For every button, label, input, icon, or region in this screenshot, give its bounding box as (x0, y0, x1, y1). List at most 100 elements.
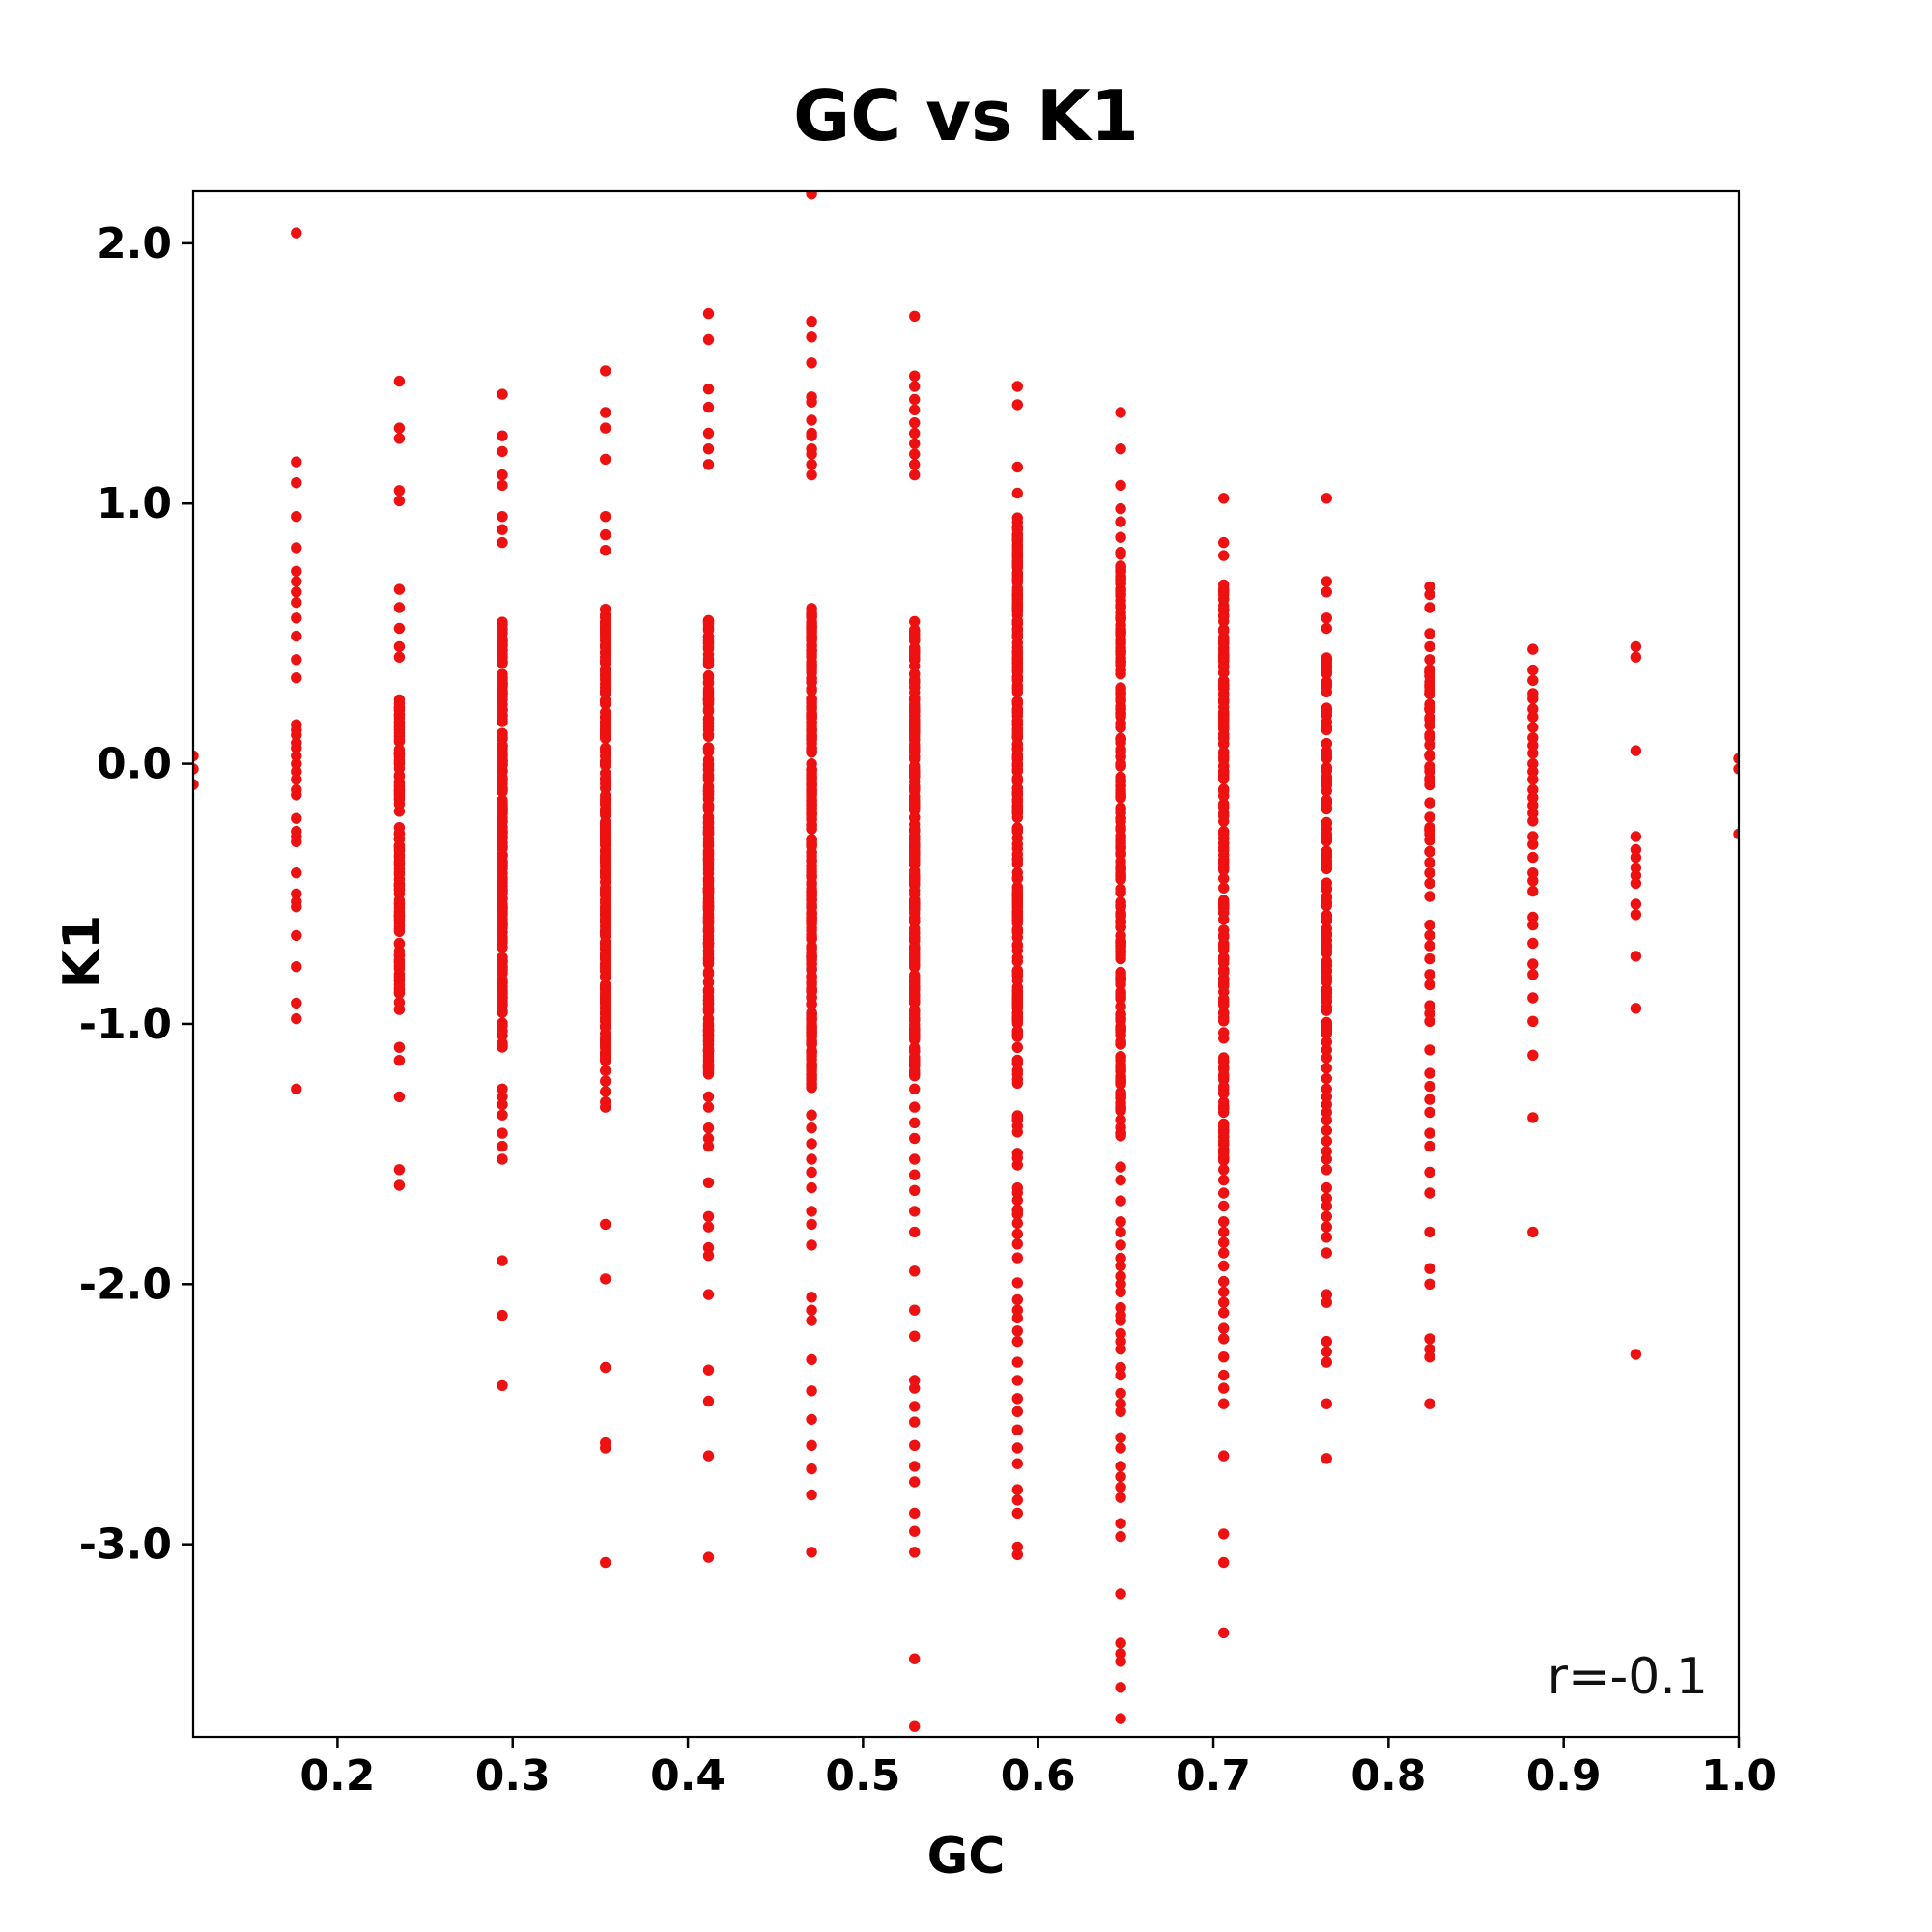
data-point (600, 1556, 611, 1569)
data-point (909, 427, 921, 440)
data-point (600, 884, 611, 895)
data-point (497, 811, 508, 824)
data-point (1321, 912, 1333, 923)
data-point (909, 1042, 921, 1054)
data-point (1115, 1174, 1126, 1186)
data-point (702, 1091, 715, 1103)
data-point (1321, 1232, 1333, 1243)
data-point (1011, 686, 1024, 697)
data-point (1115, 1315, 1126, 1326)
data-point (1115, 1461, 1126, 1472)
data-point (702, 1059, 715, 1071)
data-point (497, 616, 508, 628)
y-tick-label: -2.0 (79, 1260, 172, 1309)
data-point (909, 1375, 921, 1386)
data-point (1527, 732, 1539, 744)
data-point (1527, 791, 1539, 804)
data-point (1218, 1528, 1230, 1540)
data-point (1115, 1361, 1126, 1374)
data-point (702, 631, 715, 642)
data-point (1115, 1637, 1126, 1649)
data-point (1424, 1344, 1435, 1355)
data-point (1115, 546, 1126, 558)
data-point (1011, 1325, 1024, 1337)
data-point (1011, 931, 1024, 944)
data-point (393, 822, 406, 834)
data-point (909, 1101, 921, 1113)
data-point (1218, 1135, 1230, 1147)
data-point (393, 697, 406, 710)
data-point (1011, 1152, 1024, 1164)
data-point (1321, 1200, 1333, 1212)
data-point (1527, 885, 1539, 897)
data-point (909, 469, 921, 481)
data-point (291, 576, 302, 587)
data-point (1011, 1356, 1024, 1368)
data-point (1011, 825, 1024, 837)
data-point (1218, 1382, 1230, 1394)
y-tick-label: -1.0 (79, 1000, 172, 1049)
data-point (702, 977, 715, 989)
data-point (600, 962, 611, 975)
x-tick-label: 1.0 (1701, 1751, 1776, 1801)
data-point (497, 536, 508, 549)
data-point (1218, 1088, 1230, 1099)
data-point (806, 316, 817, 327)
data-point (1011, 1507, 1024, 1520)
data-point (1011, 1424, 1024, 1435)
data-point (1527, 1015, 1539, 1028)
data-point (1321, 676, 1333, 688)
data-point (1218, 1296, 1230, 1308)
data-point (497, 1153, 508, 1165)
data-point (909, 393, 921, 406)
data-point (1321, 1335, 1333, 1348)
data-point (1218, 1556, 1230, 1569)
data-point (909, 1525, 921, 1537)
data-point (1115, 1278, 1126, 1291)
data-point (1115, 634, 1126, 645)
data-point (1218, 790, 1230, 802)
data-point (600, 673, 611, 686)
data-point (1321, 1247, 1333, 1259)
data-point (1115, 1344, 1126, 1355)
data-point (909, 781, 921, 793)
data-point (291, 867, 302, 879)
x-tick-label: 0.7 (1176, 1751, 1251, 1801)
data-point (1011, 641, 1024, 654)
data-point (1630, 651, 1642, 663)
data-point (393, 863, 406, 875)
data-point (291, 1012, 302, 1025)
data-point (1321, 1114, 1333, 1126)
data-point (909, 1014, 921, 1027)
data-point (909, 310, 921, 322)
data-point (1321, 899, 1333, 912)
data-point (600, 865, 611, 876)
data-point (497, 831, 508, 842)
data-point (1218, 857, 1230, 869)
data-point (1321, 1346, 1333, 1358)
data-point (1218, 683, 1230, 695)
data-point (909, 971, 921, 982)
data-point (497, 800, 508, 811)
data-point (1321, 1135, 1333, 1147)
data-point (1011, 1182, 1024, 1194)
data-point (909, 1439, 921, 1452)
data-point (702, 772, 715, 784)
data-point (1424, 979, 1435, 991)
data-point (1321, 1210, 1333, 1223)
data-point (806, 459, 817, 470)
data-point (1115, 703, 1126, 715)
data-point (702, 786, 715, 798)
data-point (1321, 652, 1333, 664)
data-point (1011, 1277, 1024, 1289)
data-point (909, 1416, 921, 1428)
data-point (1011, 853, 1024, 865)
data-point (1527, 992, 1539, 1004)
data-point (1011, 888, 1024, 899)
data-point (1424, 760, 1435, 773)
data-point (909, 1169, 921, 1180)
data-point (1115, 1114, 1126, 1126)
data-point (1321, 704, 1333, 716)
data-point (1321, 493, 1333, 504)
data-point (497, 1020, 508, 1032)
